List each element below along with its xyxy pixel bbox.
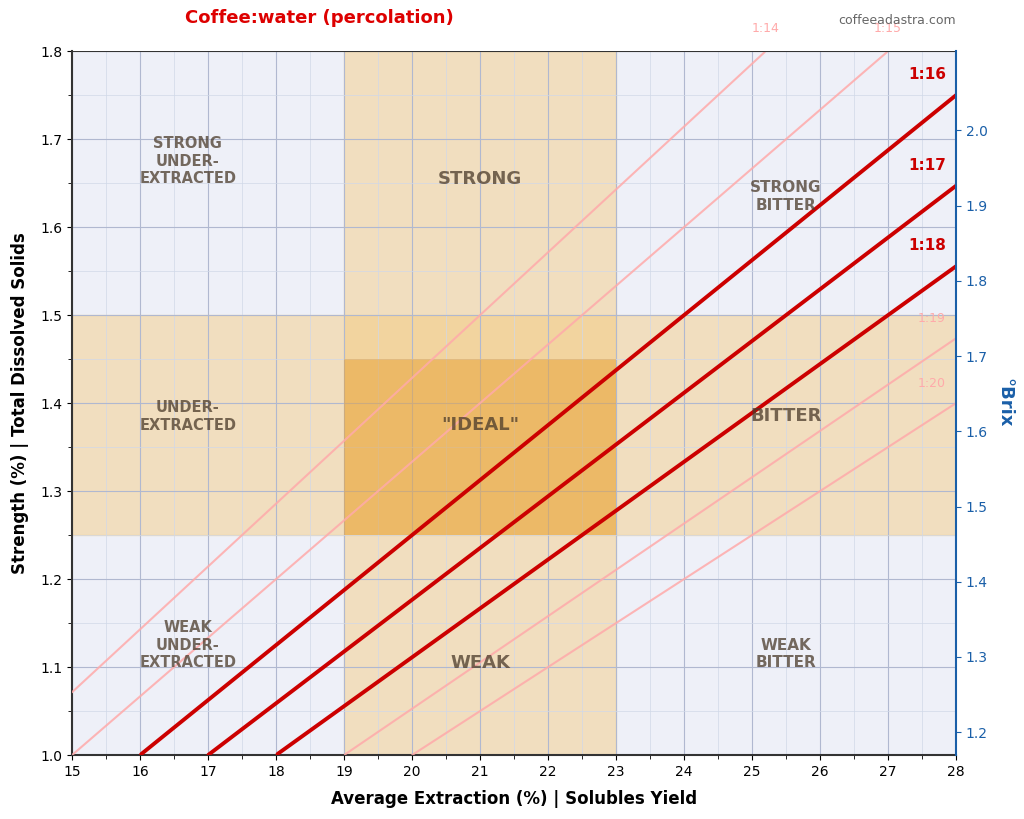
Text: "IDEAL": "IDEAL" [441,416,519,434]
Bar [344,51,616,755]
Text: WEAK
BITTER: WEAK BITTER [756,638,816,670]
Text: 1:15: 1:15 [874,22,902,35]
Y-axis label: °Brix: °Brix [995,378,1013,428]
Text: STRONG
BITTER: STRONG BITTER [751,180,822,213]
Text: 1:20: 1:20 [918,377,946,390]
Text: UNDER-
EXTRACTED: UNDER- EXTRACTED [139,400,237,432]
Text: 1:16: 1:16 [908,67,946,82]
Text: BITTER: BITTER [751,407,821,425]
Text: 1:14: 1:14 [752,22,779,35]
Text: Coffee:water (percolation): Coffee:water (percolation) [185,8,454,26]
Text: WEAK: WEAK [451,654,510,672]
Text: 1:17: 1:17 [908,157,946,173]
Bar [72,315,956,535]
Text: STRONG
UNDER-
EXTRACTED: STRONG UNDER- EXTRACTED [139,136,237,186]
Text: coffeeadastra.com: coffeeadastra.com [839,14,956,26]
Text: 1:19: 1:19 [918,312,946,325]
Text: WEAK
UNDER-
EXTRACTED: WEAK UNDER- EXTRACTED [139,620,237,670]
Text: 1:18: 1:18 [908,238,946,253]
Text: STRONG: STRONG [438,170,522,188]
Y-axis label: Strength (%) | Total Dissolved Solids: Strength (%) | Total Dissolved Solids [11,233,29,574]
Bar [344,359,616,535]
X-axis label: Average Extraction (%) | Solubles Yield: Average Extraction (%) | Solubles Yield [331,790,697,808]
